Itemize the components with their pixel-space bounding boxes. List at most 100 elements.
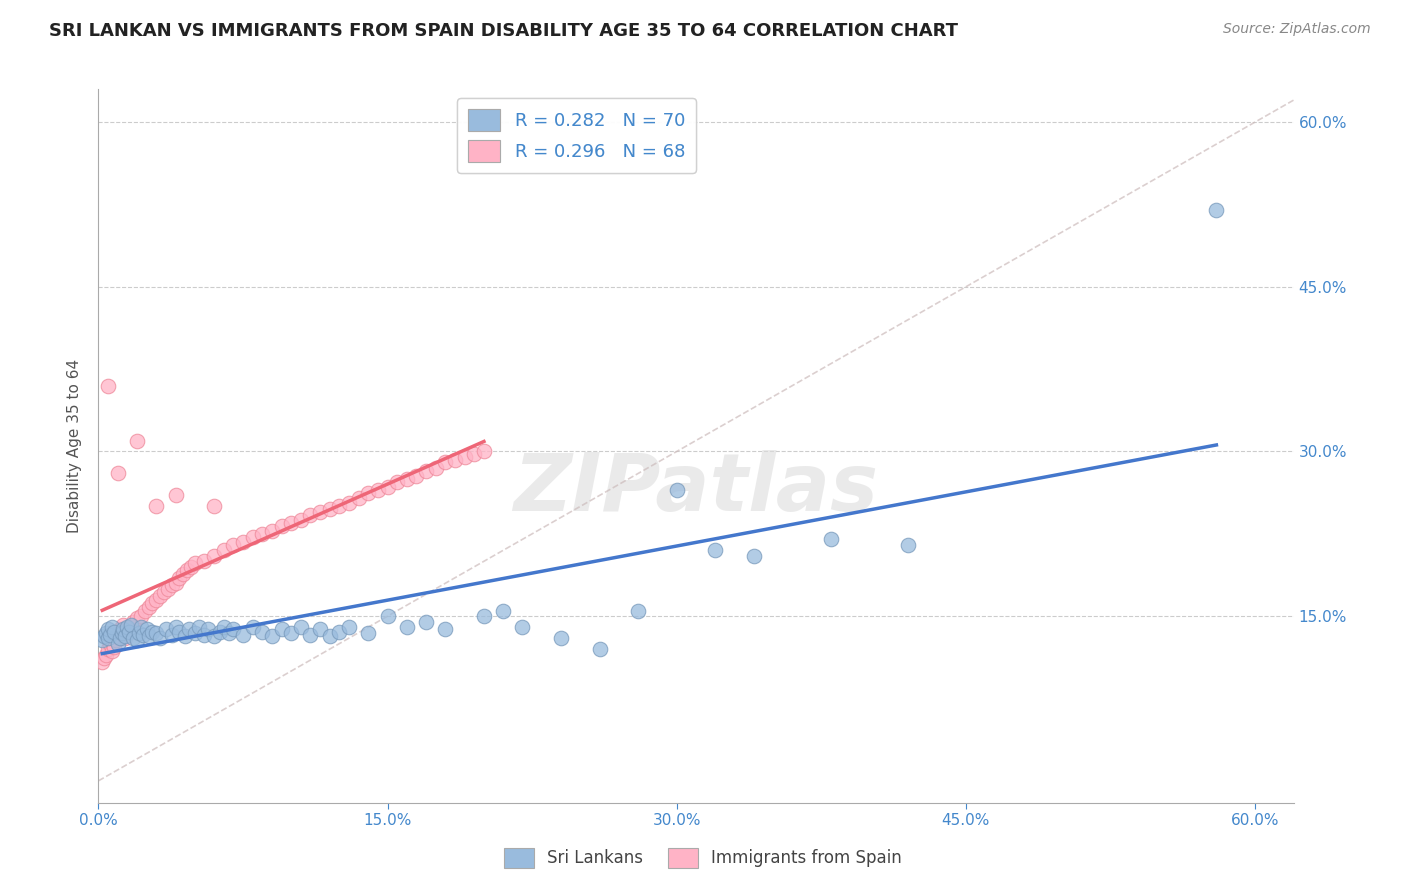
Point <box>149 590 172 604</box>
Point <box>138 629 160 643</box>
Point <box>232 628 254 642</box>
Point <box>155 623 177 637</box>
Point <box>110 625 132 640</box>
Point <box>169 624 191 639</box>
Point <box>108 623 131 637</box>
Point <box>270 623 292 637</box>
Point <box>125 611 148 625</box>
Point <box>114 631 136 645</box>
Point <box>337 620 360 634</box>
Point <box>135 623 157 637</box>
Point <box>260 629 283 643</box>
Point <box>337 496 360 510</box>
Point <box>129 620 152 634</box>
Point <box>122 615 145 629</box>
Point <box>94 625 117 640</box>
Point <box>93 629 115 643</box>
Point <box>108 631 131 645</box>
Point <box>260 524 283 538</box>
Point <box>112 618 135 632</box>
Point <box>132 628 155 642</box>
Point <box>280 516 302 530</box>
Point <box>141 596 163 610</box>
Point <box>93 651 115 665</box>
Point <box>328 624 350 639</box>
Point <box>550 631 572 645</box>
Point <box>193 554 215 568</box>
Point <box>385 475 409 490</box>
Point <box>242 530 264 544</box>
Point <box>193 628 215 642</box>
Point <box>176 563 198 577</box>
Point <box>145 500 167 514</box>
Point <box>174 629 197 643</box>
Point <box>125 633 148 648</box>
Point <box>425 461 447 475</box>
Point <box>512 620 534 634</box>
Point <box>202 500 225 514</box>
Point <box>627 604 650 618</box>
Point <box>156 582 179 596</box>
Point <box>202 549 225 563</box>
Point <box>434 623 457 637</box>
Legend: R = 0.282   N = 70, R = 0.296   N = 68: R = 0.282 N = 70, R = 0.296 N = 68 <box>457 98 696 173</box>
Legend: Sri Lankans, Immigrants from Spain: Sri Lankans, Immigrants from Spain <box>498 841 908 875</box>
Point <box>172 567 194 582</box>
Point <box>377 480 399 494</box>
Y-axis label: Disability Age 35 to 64: Disability Age 35 to 64 <box>67 359 83 533</box>
Point <box>357 625 380 640</box>
Point <box>97 378 120 392</box>
Point <box>444 453 467 467</box>
Point <box>377 609 399 624</box>
Point <box>897 538 920 552</box>
Point <box>588 642 610 657</box>
Point <box>138 600 160 615</box>
Point <box>742 549 765 563</box>
Point <box>165 576 187 591</box>
Point <box>704 543 727 558</box>
Point <box>197 623 219 637</box>
Text: Source: ZipAtlas.com: Source: ZipAtlas.com <box>1223 22 1371 37</box>
Text: SRI LANKAN VS IMMIGRANTS FROM SPAIN DISABILITY AGE 35 TO 64 CORRELATION CHART: SRI LANKAN VS IMMIGRANTS FROM SPAIN DISA… <box>49 22 959 40</box>
Point <box>1205 202 1227 217</box>
Point <box>202 629 225 643</box>
Point <box>415 615 437 629</box>
Point <box>290 620 312 634</box>
Point <box>129 609 152 624</box>
Point <box>165 488 187 502</box>
Point <box>153 585 176 599</box>
Point <box>107 629 129 643</box>
Point <box>187 620 209 634</box>
Point <box>347 491 370 505</box>
Point <box>492 604 515 618</box>
Point <box>141 624 163 639</box>
Point <box>107 467 129 481</box>
Point <box>280 625 302 640</box>
Point <box>472 609 495 624</box>
Point <box>309 505 332 519</box>
Point <box>91 655 114 669</box>
Point <box>101 620 124 634</box>
Point <box>232 534 254 549</box>
Point <box>252 526 274 541</box>
Point <box>309 623 332 637</box>
Point <box>319 629 342 643</box>
Point <box>395 472 418 486</box>
Point <box>208 624 231 639</box>
Point <box>405 468 427 483</box>
Point <box>114 629 136 643</box>
Point <box>434 455 457 469</box>
Point <box>299 628 322 642</box>
Point <box>91 633 114 648</box>
Point <box>145 625 167 640</box>
Point <box>145 592 167 607</box>
Point <box>415 464 437 478</box>
Point <box>395 620 418 634</box>
Point <box>252 624 274 639</box>
Point <box>218 625 240 640</box>
Point <box>319 501 342 516</box>
Point <box>117 624 139 639</box>
Point <box>463 447 485 461</box>
Point <box>180 559 202 574</box>
Point <box>665 483 688 497</box>
